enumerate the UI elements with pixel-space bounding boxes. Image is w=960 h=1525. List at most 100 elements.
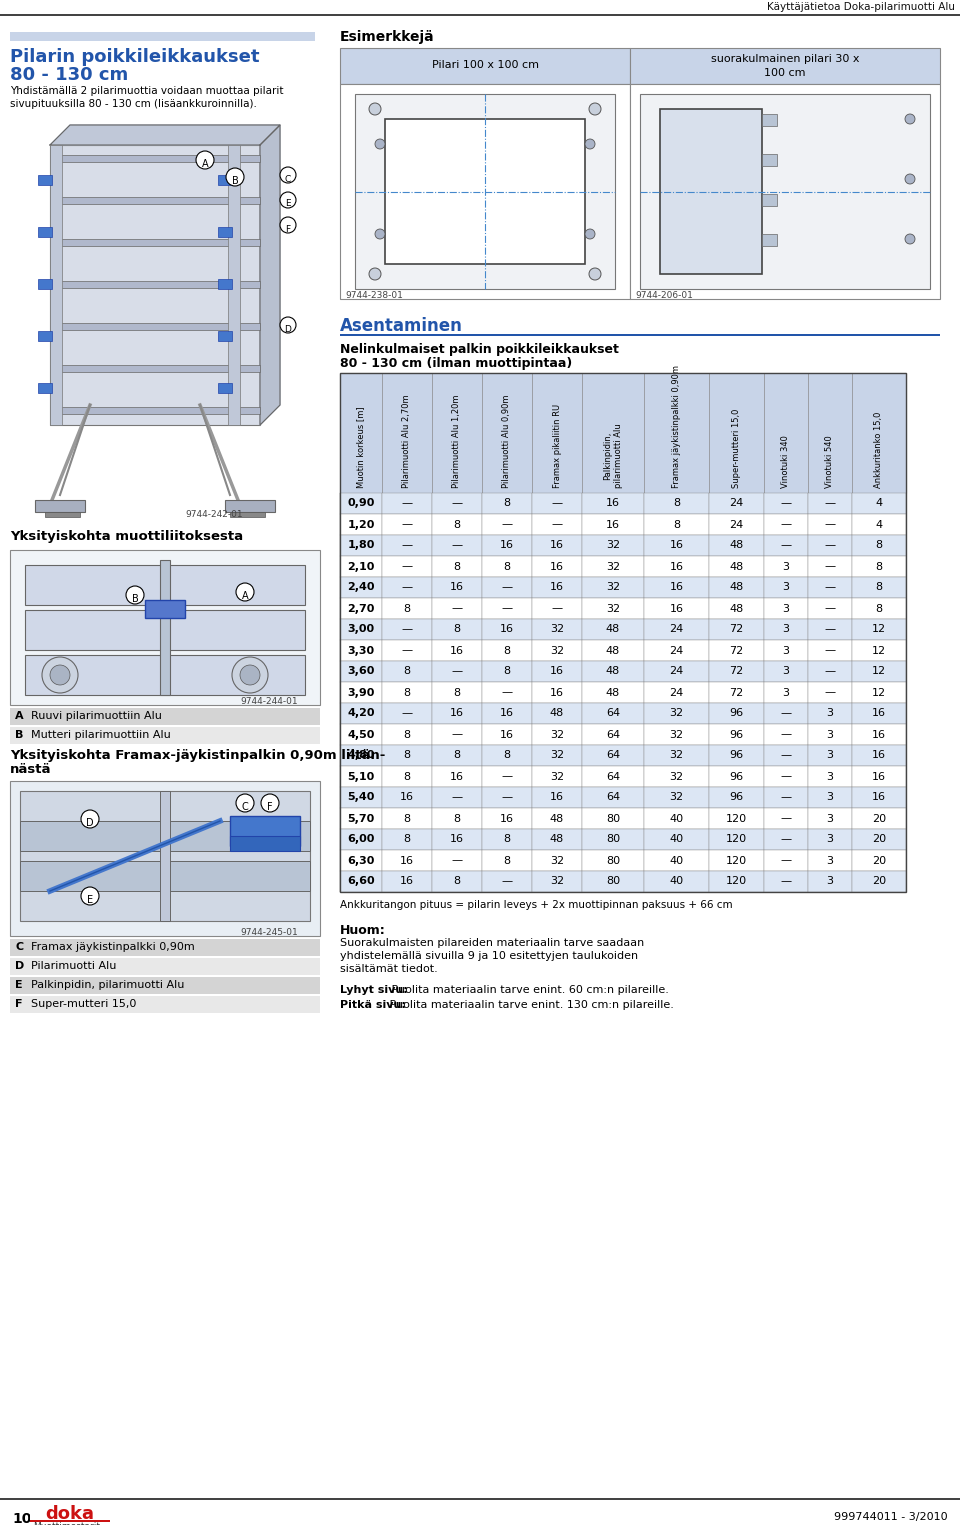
Bar [482,374,532,493]
Text: Muotin korkeus [m]: Muotin korkeus [m] [356,406,366,488]
Bar [340,724,906,746]
Text: —: — [501,877,513,886]
Text: B: B [15,730,23,740]
Text: Lyhyt sivu:: Lyhyt sivu: [340,985,408,994]
Text: 40: 40 [669,834,684,845]
Text: —: — [551,604,563,613]
Text: 40: 40 [669,813,684,824]
Bar [10,32,315,41]
Circle shape [905,174,915,185]
Bar [764,493,808,514]
Text: 0,90: 0,90 [348,499,374,508]
Text: —: — [780,813,792,824]
Text: 3: 3 [827,813,833,824]
Bar [764,871,808,892]
Text: Puolita materiaalin tarve enint. 130 cm:n pilareille.: Puolita materiaalin tarve enint. 130 cm:… [386,1000,674,1010]
Text: 8: 8 [453,520,461,529]
Bar [160,560,170,695]
Text: 8: 8 [453,688,461,697]
Text: 16: 16 [872,750,886,761]
Text: 24: 24 [730,499,744,508]
Text: 80 - 130 cm: 80 - 130 cm [10,66,129,84]
Bar [340,871,382,892]
Text: —: — [501,688,513,697]
Text: F: F [15,999,22,1010]
Text: 40: 40 [669,856,684,866]
Bar [0,1498,960,1501]
Bar [709,766,764,787]
Text: 80: 80 [606,834,620,845]
Bar [532,535,582,557]
Text: 96: 96 [730,709,744,718]
Text: 8: 8 [453,813,461,824]
Text: F: F [285,224,291,233]
Bar [709,746,764,766]
Text: Asentaminen: Asentaminen [340,317,463,336]
Text: 16: 16 [500,625,514,634]
Text: 24: 24 [669,666,684,677]
Text: 72: 72 [730,666,744,677]
Text: F: F [267,802,273,811]
Text: 48: 48 [550,813,564,824]
Bar [852,682,906,703]
Bar [340,535,906,557]
Text: 999744011 - 3/2010: 999744011 - 3/2010 [834,1511,948,1522]
Bar [340,703,382,724]
Text: 3: 3 [782,625,789,634]
Bar [382,808,432,830]
Bar [340,766,906,787]
Bar [340,808,382,830]
Bar [852,871,906,892]
Bar [50,323,260,329]
Text: 48: 48 [550,709,564,718]
Text: Vinotuki 540: Vinotuki 540 [826,435,834,488]
Bar [482,514,532,535]
Text: 80: 80 [606,856,620,866]
Text: Pilarin poikkileikkaukset: Pilarin poikkileikkaukset [10,47,259,66]
Text: 16: 16 [450,834,464,845]
Bar [808,557,852,576]
Text: 16: 16 [500,540,514,551]
Bar [852,787,906,808]
Text: 64: 64 [606,709,620,718]
Text: 32: 32 [550,750,564,761]
Circle shape [196,151,214,169]
Text: 16: 16 [669,540,684,551]
Text: —: — [780,520,792,529]
Text: 20: 20 [872,856,886,866]
Circle shape [375,139,385,149]
Bar [432,787,482,808]
Text: 16: 16 [550,540,564,551]
Bar [640,95,930,290]
Text: 3: 3 [827,877,833,886]
Bar [340,830,906,849]
Text: 6,00: 6,00 [348,834,374,845]
Bar [709,374,764,493]
Bar [709,682,764,703]
Bar [218,383,232,393]
Bar [20,791,310,921]
Bar [761,114,777,127]
Circle shape [240,665,260,685]
Text: 6,30: 6,30 [348,856,374,866]
Bar [660,108,761,274]
Bar [532,682,582,703]
Bar [50,156,260,162]
Text: 20: 20 [872,877,886,886]
Bar [340,374,906,493]
Text: 8: 8 [876,540,882,551]
Text: Nelinkulmaiset palkin poikkileikkaukset: Nelinkulmaiset palkin poikkileikkaukset [340,343,619,355]
Bar [50,145,62,425]
Text: —: — [401,625,413,634]
Bar [482,682,532,703]
Text: 9744-242-01: 9744-242-01 [185,509,243,518]
Text: 3: 3 [782,604,789,613]
Text: 1,20: 1,20 [348,520,374,529]
Text: D: D [284,325,292,334]
Bar [432,374,482,493]
Circle shape [589,268,601,281]
Text: —: — [780,540,792,551]
Bar [340,47,630,84]
Bar [582,660,644,682]
Text: 48: 48 [606,645,620,656]
